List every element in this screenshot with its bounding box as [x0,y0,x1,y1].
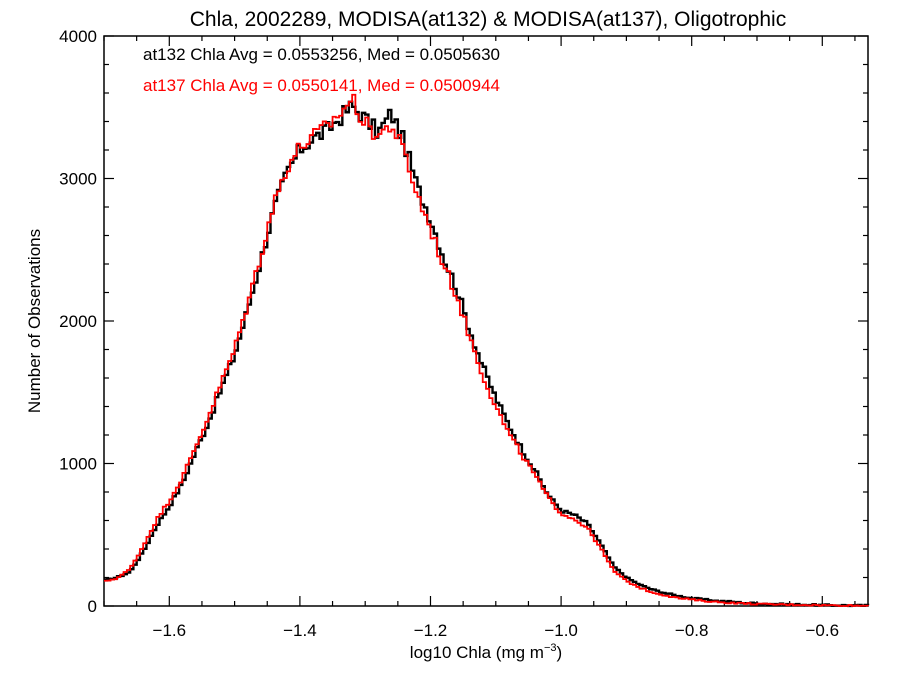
x-tick-label: −1.2 [414,621,448,640]
x-tick-label: −1.4 [283,621,317,640]
x-axis: −1.6 −1.4 −1.2 −1.0 −0.8 −0.6 [103,36,856,640]
chart-title: Chla, 2002289, MODISA(at132) & MODISA(at… [190,8,786,31]
y-tick-label: 2000 [59,312,97,331]
y-tick-label: 4000 [59,27,97,46]
x-axis-label-close: ) [557,643,563,662]
x-tick-label: −1.6 [153,621,187,640]
x-tick-label: −0.6 [806,621,840,640]
y-tick-label: 0 [88,597,97,616]
y-tick-label: 3000 [59,170,97,189]
series-group [104,93,870,608]
x-tick-label: −0.8 [675,621,709,640]
legend-entry-at137: at137 Chla Avg = 0.0550141, Med = 0.0500… [143,76,500,95]
x-axis-label-main: log10 Chla (mg m [410,643,544,662]
y-axis: 0 1000 2000 3000 4000 [59,27,868,616]
y-tick-label: 1000 [59,455,97,474]
series-line-at132 [104,100,870,608]
series-line-at137 [104,93,869,607]
y-axis-label: Number of Observations [25,229,44,413]
x-axis-label-superscript: −3 [544,642,557,654]
plot-frame [103,35,869,607]
x-axis-label: log10 Chla (mg m−3) [410,642,562,662]
x-tick-label: −1.0 [544,621,578,640]
legend-entry-at132: at132 Chla Avg = 0.0553256, Med = 0.0505… [143,45,500,64]
